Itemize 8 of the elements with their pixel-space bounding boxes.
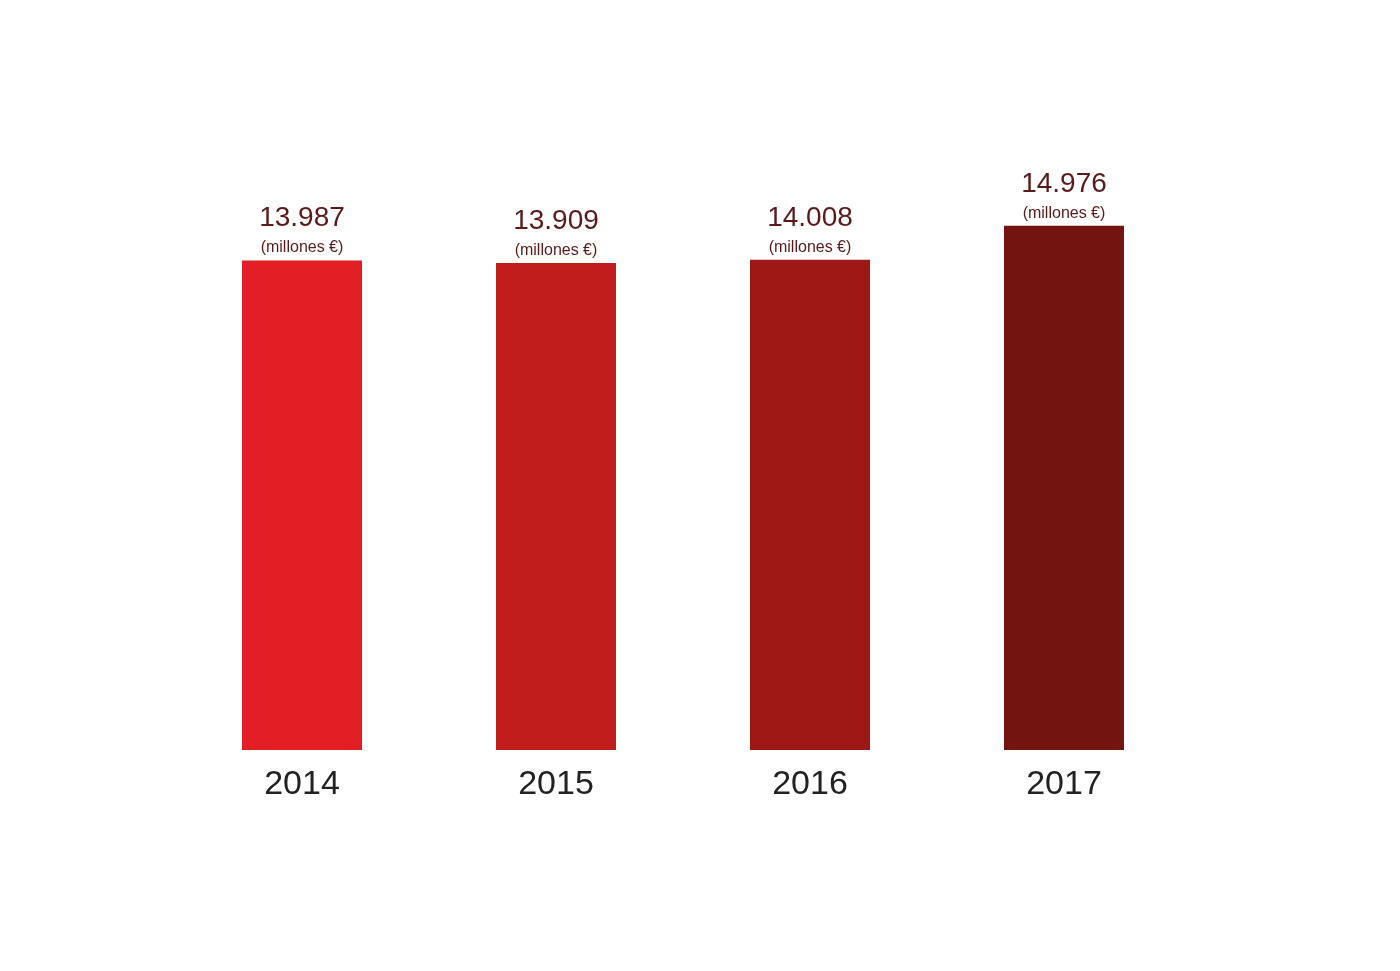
x-tick-label: 2017 (1026, 763, 1102, 802)
data-label: 14.976 (millones €) (1021, 166, 1107, 221)
x-tick-label: 2014 (264, 763, 340, 802)
x-tick-label: 2015 (518, 763, 594, 802)
data-label: 14.008 (millones €) (767, 200, 853, 255)
x-tick-label: 2016 (772, 763, 848, 802)
data-label: 13.909 (millones €) (513, 204, 599, 259)
data-label: 13.987 (millones €) (259, 201, 345, 256)
